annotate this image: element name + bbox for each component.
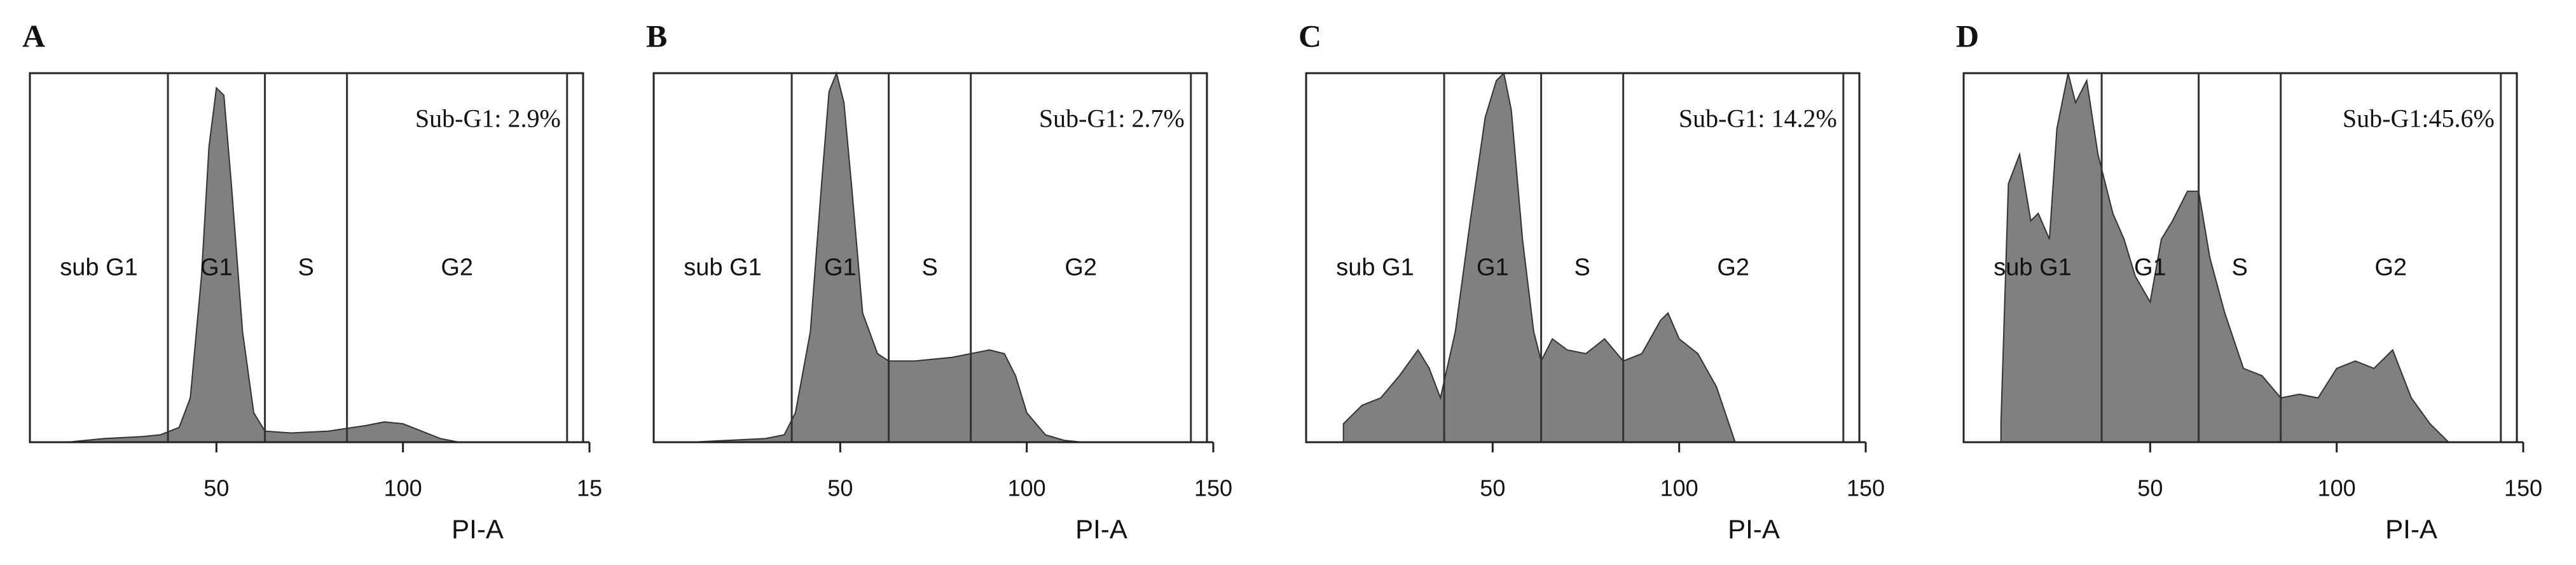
gate-label: sub G1 <box>1994 254 2072 281</box>
x-tick-label: 50 <box>203 475 229 501</box>
annotation: Sub-G1: 2.9% <box>415 104 561 133</box>
x-tick-label: 15 <box>577 475 602 501</box>
gate-label: G1 <box>2134 254 2166 281</box>
panel-label: A <box>22 18 45 53</box>
histogram-area <box>1342 71 1737 443</box>
x-tick-label: 100 <box>2318 475 2356 501</box>
gate-label: G2 <box>1064 254 1097 281</box>
gate-label: S <box>298 254 313 281</box>
gate-label: sub G1 <box>1336 254 1414 281</box>
x-axis-label: PI-A <box>1728 514 1780 544</box>
histogram-area <box>67 87 459 443</box>
x-axis-label: PI-A <box>451 514 504 544</box>
histogram-area <box>691 71 1083 443</box>
histogram-area <box>2000 73 2451 443</box>
x-axis-label: PI-A <box>1075 514 1127 544</box>
gate-label: sub G1 <box>60 254 138 281</box>
gate-label: sub G1 <box>684 254 762 281</box>
gate-label: S <box>921 254 937 281</box>
x-axis-label: PI-A <box>2385 514 2437 544</box>
gate-label: G2 <box>2374 254 2407 281</box>
panel-label: B <box>646 18 667 53</box>
annotation: Sub-G1:45.6% <box>2343 104 2495 133</box>
annotation: Sub-G1: 14.2% <box>1679 104 1837 133</box>
x-tick-label: 150 <box>2504 475 2542 501</box>
x-tick-label: 50 <box>2137 475 2163 501</box>
panel-label: D <box>1956 18 1979 53</box>
x-tick-label: 50 <box>827 475 853 501</box>
x-tick-label: 100 <box>1008 475 1046 501</box>
annotation: Sub-G1: 2.7% <box>1039 104 1185 133</box>
x-tick-label: 100 <box>384 475 422 501</box>
gate-label: S <box>2231 254 2247 281</box>
x-tick-label: 150 <box>1847 475 1885 501</box>
gate-label: G1 <box>824 254 857 281</box>
gate-label: G2 <box>1717 254 1749 281</box>
gate-label: S <box>1574 254 1590 281</box>
x-tick-label: 50 <box>1480 475 1505 501</box>
gate-label: G1 <box>200 254 233 281</box>
x-tick-label: 100 <box>1660 475 1698 501</box>
panel-label: C <box>1298 18 1321 53</box>
gate-label: G2 <box>441 254 473 281</box>
x-tick-label: 150 <box>1194 475 1232 501</box>
gate-label: G1 <box>1477 254 1509 281</box>
